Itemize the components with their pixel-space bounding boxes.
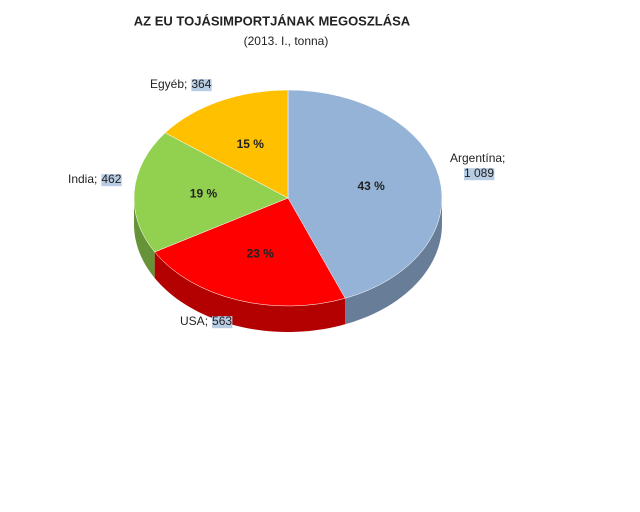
data-label-text: India; 462 — [68, 172, 122, 186]
chart-subtitle: (2013. I., tonna) — [244, 34, 329, 48]
percentage-label: 19 % — [190, 186, 218, 200]
value-label: 462 — [101, 172, 121, 186]
percentage-label: 15 % — [237, 137, 265, 151]
slice — [154, 197, 346, 307]
label-highlight — [464, 168, 495, 181]
percentage-label: 43 % — [357, 179, 385, 193]
data-label-text: Egyéb; 364 — [150, 77, 212, 91]
data-label-text: Argentína; — [450, 151, 505, 165]
value-label: 364 — [191, 77, 211, 91]
label-highlight — [191, 79, 212, 92]
category-name: Egyéb — [150, 77, 184, 91]
slice — [287, 89, 443, 299]
label-highlight — [212, 316, 233, 329]
chart-title: AZ EU TOJÁSIMPORTJÁNAK MEGOSZLÁSA — [134, 13, 411, 28]
data-label: USA; 563 — [180, 314, 233, 329]
label-separator: ; — [205, 314, 208, 328]
label-highlight — [101, 174, 122, 187]
pie — [133, 89, 443, 332]
label-separator: ; — [184, 77, 187, 91]
data-label-text: USA; 563 — [180, 314, 232, 328]
slice-side — [154, 252, 346, 332]
data-label: Argentína;1 089 — [450, 151, 505, 181]
slice-side — [345, 198, 442, 325]
value-label: 1 089 — [464, 166, 494, 180]
value-label: 563 — [212, 314, 232, 328]
label-separator: ; — [94, 172, 97, 186]
category-name: India — [68, 172, 94, 186]
percentage-label: 23 % — [247, 246, 275, 260]
slice — [164, 89, 289, 199]
category-name: Argentína — [450, 151, 502, 165]
slice-side — [134, 198, 155, 278]
data-label: India; 462 — [68, 172, 122, 187]
category-name: USA — [180, 314, 205, 328]
label-separator: ; — [502, 151, 505, 165]
data-label: Egyéb; 364 — [150, 77, 212, 92]
slice — [133, 132, 289, 253]
